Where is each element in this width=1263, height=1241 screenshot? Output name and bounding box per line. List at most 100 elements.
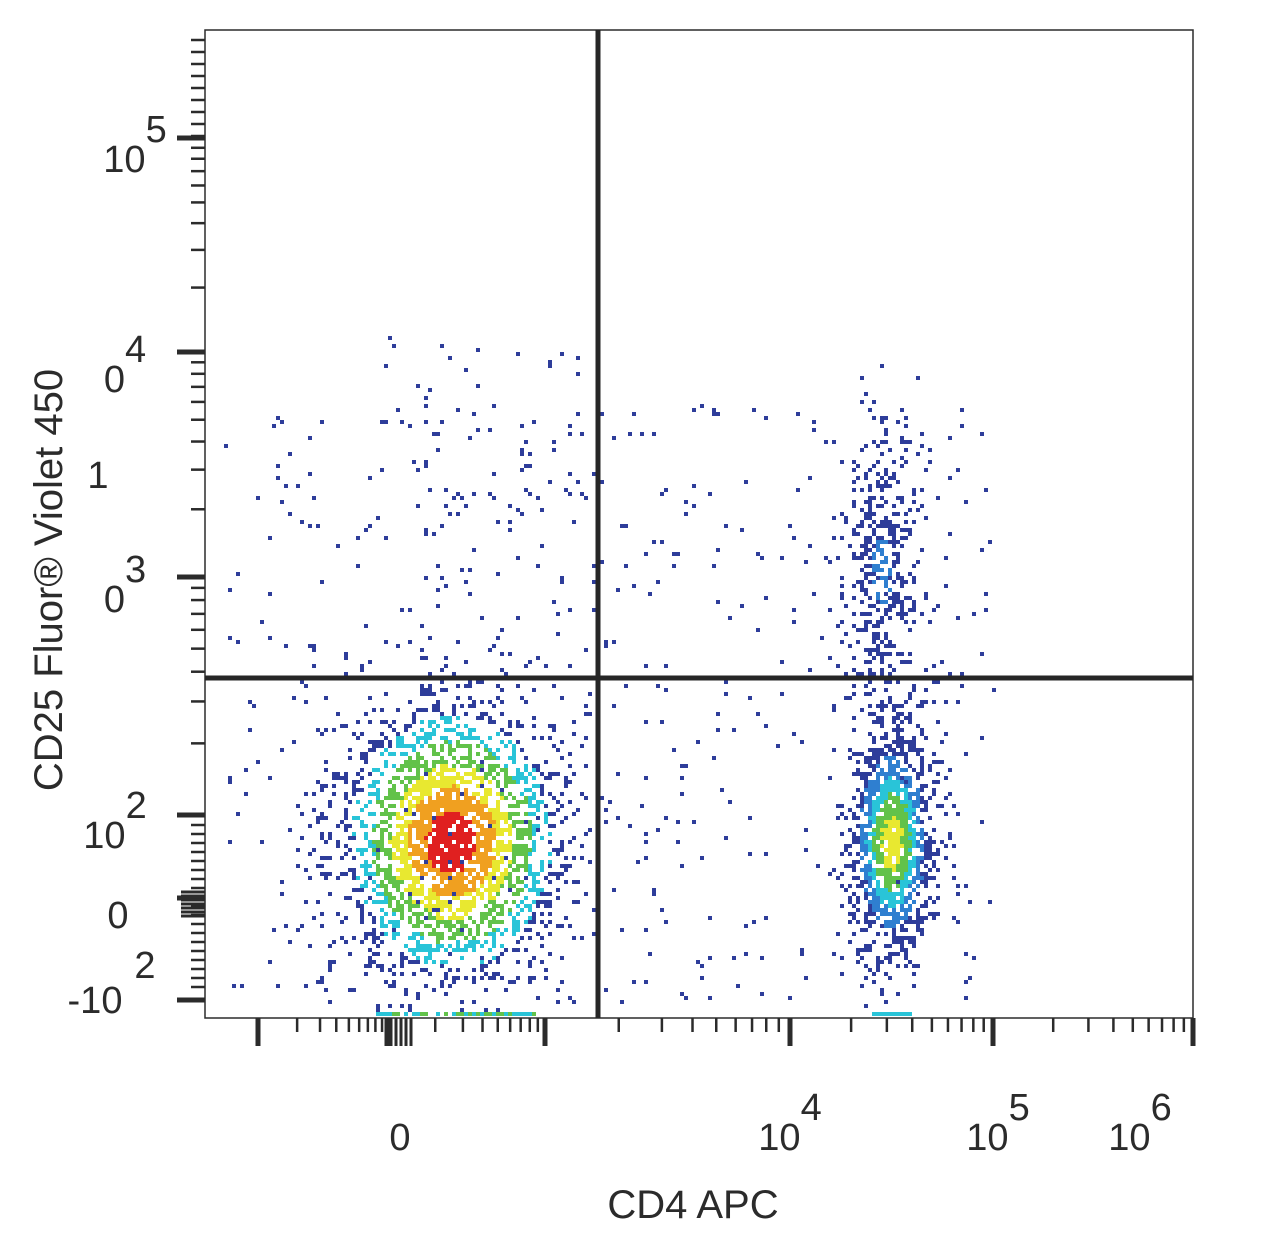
event-dot: [584, 736, 588, 740]
event-dot: [460, 776, 464, 780]
event-dot: [892, 904, 896, 908]
event-dot: [876, 888, 880, 892]
event-dot: [872, 908, 876, 912]
event-dot: [408, 820, 412, 824]
event-dot: [412, 764, 416, 768]
event-dot: [864, 836, 868, 840]
event-dot: [880, 752, 884, 756]
event-dot: [496, 792, 500, 796]
event-dot: [908, 836, 912, 840]
event-dot: [868, 540, 872, 544]
event-dot: [892, 752, 896, 756]
event-dot: [564, 784, 568, 788]
event-dot: [932, 852, 936, 856]
event-dot: [844, 696, 848, 700]
event-dot: [896, 812, 900, 816]
event-dot: [536, 900, 540, 904]
event-dot: [448, 936, 452, 940]
event-dot: [328, 892, 332, 896]
event-dot: [904, 424, 908, 428]
event-dot: [360, 916, 364, 920]
event-dot: [684, 996, 688, 1000]
event-dot: [888, 872, 892, 876]
event-dot: [376, 936, 380, 940]
event-dot: [436, 780, 440, 784]
event-dot: [864, 944, 868, 948]
event-dot: [460, 916, 464, 920]
event-dot: [844, 520, 848, 524]
event-dot: [844, 516, 848, 520]
event-dot: [468, 684, 472, 688]
event-dot: [400, 752, 404, 756]
event-dot: [456, 784, 460, 788]
event-dot: [896, 572, 900, 576]
event-dot: [424, 836, 428, 840]
event-dot: [364, 860, 368, 864]
event-dot: [524, 884, 528, 888]
event-dot: [432, 888, 436, 892]
event-dot: [692, 408, 696, 412]
event-dot: [900, 840, 904, 844]
event-dot: [496, 852, 500, 856]
event-dot: [600, 480, 604, 484]
event-dot: [528, 660, 532, 664]
event-dot: [900, 808, 904, 812]
event-dot: [448, 928, 452, 932]
event-dot: [448, 788, 452, 792]
event-dot: [648, 952, 652, 956]
event-dot: [424, 464, 428, 468]
event-dot: [892, 868, 896, 872]
event-dot: [472, 548, 476, 552]
event-dot: [980, 652, 984, 656]
event-dot: [480, 956, 484, 960]
event-dot: [888, 976, 892, 980]
event-dot: [428, 692, 432, 696]
event-dot: [400, 904, 404, 908]
event-dot: [852, 860, 856, 864]
event-dot: [396, 744, 400, 748]
event-dot: [852, 612, 856, 616]
event-dot: [900, 580, 904, 584]
event-dot: [844, 844, 848, 848]
event-dot: [460, 804, 464, 808]
event-dot: [344, 812, 348, 816]
event-dot: [932, 876, 936, 880]
event-dot: [888, 1012, 892, 1016]
event-dot: [516, 948, 520, 952]
event-dot: [472, 796, 476, 800]
event-dot: [900, 612, 904, 616]
event-dot: [948, 792, 952, 796]
event-dot: [464, 660, 468, 664]
event-dot: [852, 528, 856, 532]
event-dot: [508, 908, 512, 912]
event-dot: [908, 712, 912, 716]
event-dot: [560, 792, 564, 796]
event-dot: [868, 564, 872, 568]
event-dot: [424, 396, 428, 400]
event-dot: [864, 588, 868, 592]
event-dot: [908, 528, 912, 532]
event-dot: [520, 772, 524, 776]
event-dot: [368, 932, 372, 936]
event-dot: [924, 880, 928, 884]
event-dot: [876, 624, 880, 628]
event-dot: [428, 732, 432, 736]
event-dot: [872, 808, 876, 812]
event-dot: [872, 688, 876, 692]
event-dot: [512, 804, 516, 808]
event-dot: [900, 836, 904, 840]
event-dot: [468, 592, 472, 596]
event-dot: [852, 556, 856, 560]
event-dot: [872, 812, 876, 816]
event-dot: [532, 844, 536, 848]
event-dot: [512, 948, 516, 952]
event-dot: [896, 940, 900, 944]
event-dot: [460, 880, 464, 884]
event-dot: [876, 892, 880, 896]
event-dot: [480, 816, 484, 820]
event-dot: [868, 668, 872, 672]
event-dot: [856, 896, 860, 900]
event-dot: [504, 796, 508, 800]
event-dot: [920, 828, 924, 832]
event-dot: [448, 840, 452, 844]
